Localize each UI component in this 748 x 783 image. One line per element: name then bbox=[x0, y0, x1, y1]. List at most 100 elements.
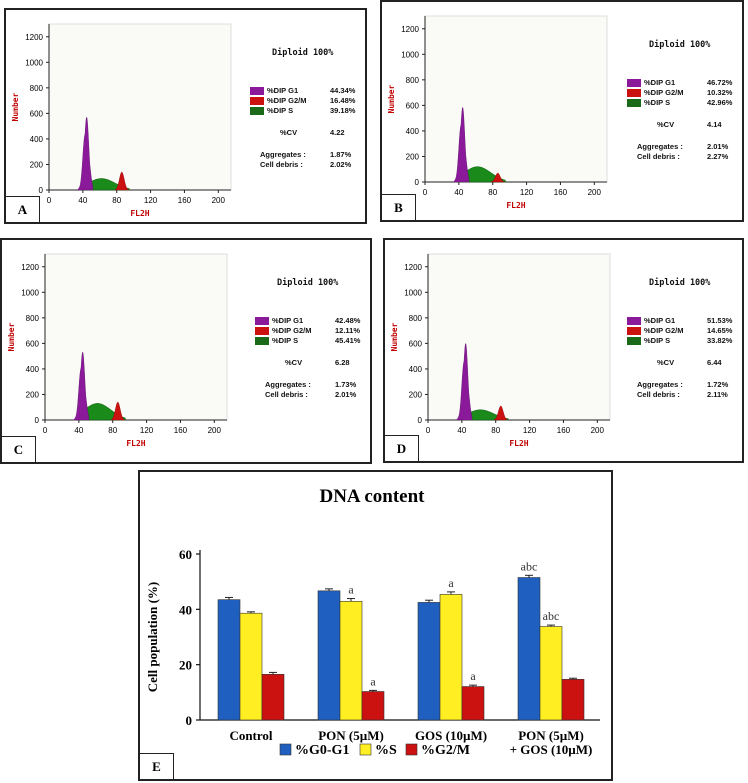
dip-s-value: 45.41% bbox=[335, 336, 361, 345]
cv-value: 4.14 bbox=[707, 120, 722, 129]
diploid-label: Diploid 100% bbox=[649, 278, 711, 288]
bar bbox=[339, 601, 363, 721]
cell-debris-value: 2.11% bbox=[707, 390, 728, 399]
y-tick-label: 20 bbox=[179, 658, 192, 673]
y-axis-label: Number bbox=[390, 322, 399, 351]
y-tick-label: 200 bbox=[409, 390, 423, 399]
y-tick-label: 400 bbox=[26, 365, 40, 374]
histogram-panel-b: 0 200 400 600 800 1000 1200 0 40 80 120 160 200 Numbe… bbox=[380, 0, 744, 222]
x-tick-label: 200 bbox=[212, 196, 226, 205]
x-tick-label: 120 bbox=[140, 426, 154, 435]
dip-s-swatch bbox=[255, 337, 269, 345]
y-axis-label: Number bbox=[11, 92, 20, 121]
dip-g2m-swatch bbox=[255, 327, 269, 335]
cv-value: 6.28 bbox=[335, 358, 350, 367]
dip-g1-swatch bbox=[250, 87, 264, 95]
bar bbox=[561, 679, 585, 721]
category-label: PON (5µM) bbox=[318, 728, 384, 743]
significance-annotation: a bbox=[448, 576, 454, 590]
g2m-peak-area bbox=[493, 405, 508, 421]
plot-area bbox=[424, 15, 608, 183]
category-label: Control bbox=[229, 728, 272, 743]
y-axis-label: Number bbox=[387, 84, 396, 113]
x-tick-label: 40 bbox=[454, 188, 463, 197]
y-tick-label: 800 bbox=[26, 314, 40, 323]
y-tick-label: 40 bbox=[179, 602, 192, 617]
y-tick-label: 1200 bbox=[404, 263, 422, 272]
aggregates-label: Aggregates : bbox=[637, 380, 683, 389]
aggregates-value: 2.01% bbox=[707, 142, 729, 151]
category-label: PON (5µM) bbox=[518, 728, 584, 743]
g2m-peak-area bbox=[110, 401, 125, 421]
significance-annotation: a bbox=[348, 583, 354, 597]
histogram-plot: 0 200 400 600 800 1000 1200 0 40 80 120 160 200 Numbe… bbox=[390, 253, 611, 448]
x-tick-label: 40 bbox=[74, 426, 83, 435]
x-tick-label: 200 bbox=[591, 426, 605, 435]
y-tick-label: 0 bbox=[415, 178, 420, 187]
x-tick-label: 200 bbox=[208, 426, 222, 435]
x-axis-label: FL2H bbox=[126, 439, 145, 448]
g2m-peak-area bbox=[114, 171, 129, 191]
diploid-label: Diploid 100% bbox=[277, 278, 339, 288]
dip-s-label: %DIP S bbox=[272, 336, 299, 345]
dip-g1-value: 44.34% bbox=[330, 86, 356, 95]
x-tick-label: 0 bbox=[426, 426, 431, 435]
dip-s-swatch bbox=[627, 337, 641, 345]
plot-area bbox=[48, 23, 232, 191]
dip-s-value: 33.82% bbox=[707, 336, 733, 345]
x-tick-label: 160 bbox=[554, 188, 568, 197]
aggregates-label: Aggregates : bbox=[637, 142, 683, 151]
y-tick-label: 400 bbox=[406, 127, 420, 136]
y-tick-label: 600 bbox=[409, 339, 423, 348]
x-axis-label: FL2H bbox=[509, 439, 528, 448]
bar bbox=[417, 602, 441, 721]
x-tick-label: 120 bbox=[520, 188, 534, 197]
y-tick-label: 1000 bbox=[401, 50, 419, 59]
significance-annotation: a bbox=[470, 669, 476, 683]
dip-s-value: 39.18% bbox=[330, 106, 356, 115]
dip-g2m-value: 12.11% bbox=[335, 326, 361, 335]
aggregates-label: Aggregates : bbox=[260, 150, 306, 159]
dip-g2m-value: 14.65% bbox=[707, 326, 733, 335]
dip-g2m-swatch bbox=[627, 89, 641, 97]
panel-label-c: C bbox=[2, 436, 36, 462]
dip-g1-value: 46.72% bbox=[707, 78, 733, 87]
dip-g1-value: 51.53% bbox=[707, 316, 733, 325]
x-tick-label: 120 bbox=[144, 196, 158, 205]
diploid-label: Diploid 100% bbox=[649, 40, 711, 50]
y-tick-label: 1200 bbox=[401, 25, 419, 34]
x-tick-label: 160 bbox=[178, 196, 192, 205]
cell-cycle-stats: Diploid 100% %DIP G1 46.72% %DIP G2/M 10.32%… bbox=[627, 40, 737, 180]
bar-chart-panel: DNA content 0 20 40 60 Cell population (%) Con… bbox=[138, 470, 613, 781]
y-tick-label: 800 bbox=[406, 76, 420, 85]
dip-g1-swatch bbox=[627, 79, 641, 87]
legend-swatch bbox=[279, 743, 292, 756]
y-tick-label: 200 bbox=[26, 390, 40, 399]
significance-annotation: abc bbox=[543, 609, 560, 623]
y-tick-label: 400 bbox=[30, 135, 44, 144]
dip-g2m-label: %DIP G2/M bbox=[644, 326, 684, 335]
y-tick-label: 1000 bbox=[25, 58, 43, 67]
aggregates-value: 1.87% bbox=[330, 150, 352, 159]
x-tick-label: 200 bbox=[588, 188, 602, 197]
cv-label: %CV bbox=[657, 120, 675, 129]
dip-g1-value: 42.48% bbox=[335, 316, 361, 325]
y-axis-label: Number bbox=[7, 322, 16, 351]
dip-s-swatch bbox=[627, 99, 641, 107]
chart-title: DNA content bbox=[319, 486, 425, 507]
dip-g2m-label: %DIP G2/M bbox=[644, 88, 684, 97]
g1-peak-area bbox=[76, 116, 94, 191]
g1-peak-area bbox=[455, 343, 473, 421]
y-tick-label: 1200 bbox=[21, 263, 39, 272]
dip-g2m-swatch bbox=[250, 97, 264, 105]
y-tick-label: 0 bbox=[186, 713, 193, 728]
x-tick-label: 120 bbox=[523, 426, 537, 435]
y-tick-label: 600 bbox=[30, 109, 44, 118]
g1-peak-area bbox=[72, 351, 90, 421]
significance-annotation: abc bbox=[521, 559, 538, 573]
y-tick-label: 600 bbox=[26, 339, 40, 348]
x-tick-label: 40 bbox=[78, 196, 87, 205]
legend-label: %G2/M bbox=[421, 743, 470, 758]
bar bbox=[217, 599, 241, 721]
g1-peak-area bbox=[452, 106, 470, 183]
